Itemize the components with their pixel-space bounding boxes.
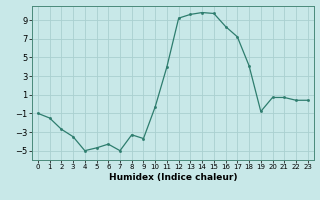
X-axis label: Humidex (Indice chaleur): Humidex (Indice chaleur)	[108, 173, 237, 182]
